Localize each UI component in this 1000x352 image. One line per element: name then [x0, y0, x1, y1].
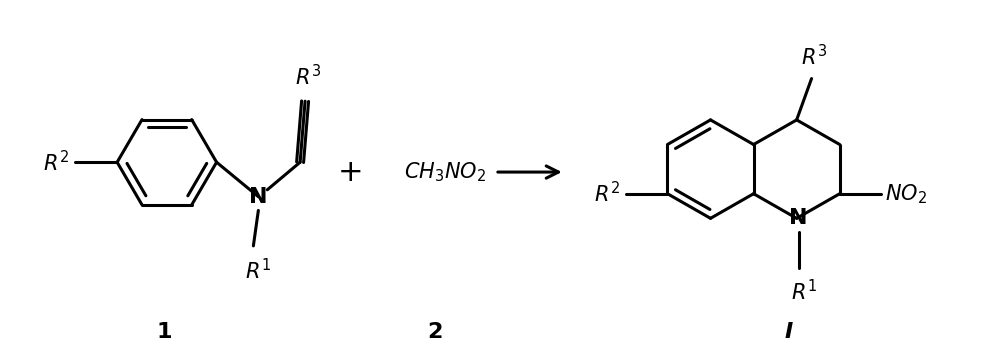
Text: $R^1$: $R^1$ [245, 258, 271, 283]
Text: $R^2$: $R^2$ [594, 181, 620, 206]
Text: I: I [784, 321, 793, 341]
Text: N: N [249, 187, 268, 207]
Text: 1: 1 [156, 321, 172, 341]
Text: N: N [789, 208, 808, 228]
Text: 2: 2 [428, 321, 443, 341]
Text: $R^3$: $R^3$ [295, 64, 321, 89]
Text: +: + [338, 158, 364, 187]
Text: $CH_3NO_2$: $CH_3NO_2$ [404, 160, 486, 184]
Text: $R^2$: $R^2$ [43, 150, 69, 175]
Text: $R^3$: $R^3$ [801, 44, 827, 69]
Text: $R^1$: $R^1$ [791, 279, 817, 304]
Text: $NO_2$: $NO_2$ [885, 182, 927, 206]
